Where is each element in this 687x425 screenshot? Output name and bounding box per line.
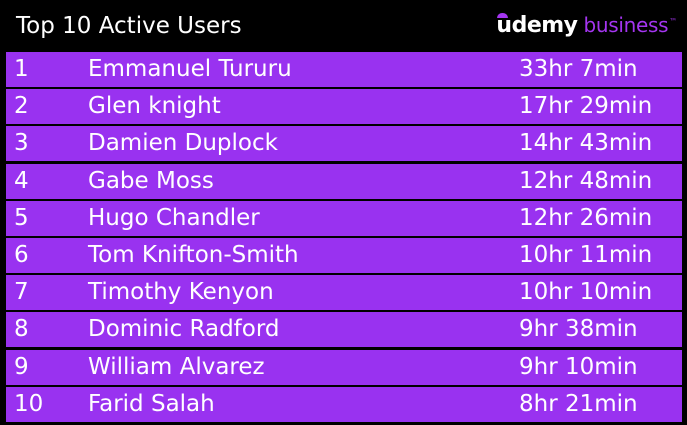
user-name-cell: Tom Knifton-Smith: [88, 241, 299, 268]
users-table: 1 Emmanuel Tururu 33hr 7min 2 Glen knigh…: [6, 52, 682, 424]
logo-cap-icon: [497, 13, 509, 18]
table-row: 3 Damien Duplock 14hr 43min: [6, 126, 682, 162]
user-name-cell: Timothy Kenyon: [88, 279, 274, 306]
rank-cell: 10: [14, 390, 44, 417]
rank-cell: 2: [14, 93, 29, 120]
table-row: 2 Glen knight 17hr 29min: [6, 89, 682, 125]
rank-cell: 1: [14, 56, 29, 82]
rank-cell: 4: [14, 167, 29, 194]
user-name-cell: Damien Duplock: [88, 130, 278, 157]
header: Top 10 Active Users udemy business™: [0, 0, 687, 52]
active-time-cell: 10hr 10min: [519, 279, 653, 306]
rank-cell: 5: [14, 204, 29, 231]
active-time-cell: 12hr 48min: [519, 167, 653, 194]
table-row: 10 Farid Salah 8hr 21min: [6, 386, 682, 422]
active-time-cell: 33hr 7min: [519, 56, 638, 82]
active-time-cell: 14hr 43min: [519, 130, 653, 157]
logo-suffix: business™: [583, 13, 678, 37]
user-name-cell: Glen knight: [88, 93, 221, 120]
user-name-cell: William Alvarez: [88, 353, 265, 380]
logo-suffix-text: business: [583, 13, 669, 37]
table-row: 1 Emmanuel Tururu 33hr 7min: [6, 52, 682, 87]
udemy-business-logo: udemy business™: [496, 13, 677, 43]
rank-cell: 9: [14, 353, 29, 380]
user-name-cell: Dominic Radford: [88, 316, 280, 343]
page-title: Top 10 Active Users: [16, 13, 242, 39]
active-time-cell: 9hr 38min: [519, 316, 638, 343]
table-row: 6 Tom Knifton-Smith 10hr 11min: [6, 237, 682, 273]
active-time-cell: 10hr 11min: [519, 241, 653, 268]
table-row: 9 William Alvarez 9hr 10min: [6, 349, 682, 385]
rank-cell: 6: [14, 241, 29, 268]
table-row: 5 Hugo Chandler 12hr 26min: [6, 200, 682, 236]
logo-word: udemy: [496, 13, 578, 38]
table-row: 4 Gabe Moss 12hr 48min: [6, 163, 682, 199]
table-row: 7 Timothy Kenyon 10hr 10min: [6, 275, 682, 311]
logo-trademark: ™: [669, 17, 677, 27]
rank-cell: 3: [14, 130, 29, 157]
table-row: 8 Dominic Radford 9hr 38min: [6, 312, 682, 348]
active-time-cell: 8hr 21min: [519, 390, 638, 417]
rank-cell: 7: [14, 279, 29, 306]
user-name-cell: Hugo Chandler: [88, 204, 260, 231]
rank-cell: 8: [14, 316, 29, 343]
active-time-cell: 17hr 29min: [519, 93, 653, 120]
user-name-cell: Gabe Moss: [88, 167, 214, 194]
active-time-cell: 12hr 26min: [519, 204, 653, 231]
active-time-cell: 9hr 10min: [519, 353, 638, 380]
user-name-cell: Emmanuel Tururu: [88, 56, 292, 82]
user-name-cell: Farid Salah: [88, 390, 215, 417]
logo-wordmark: udemy: [496, 13, 578, 38]
